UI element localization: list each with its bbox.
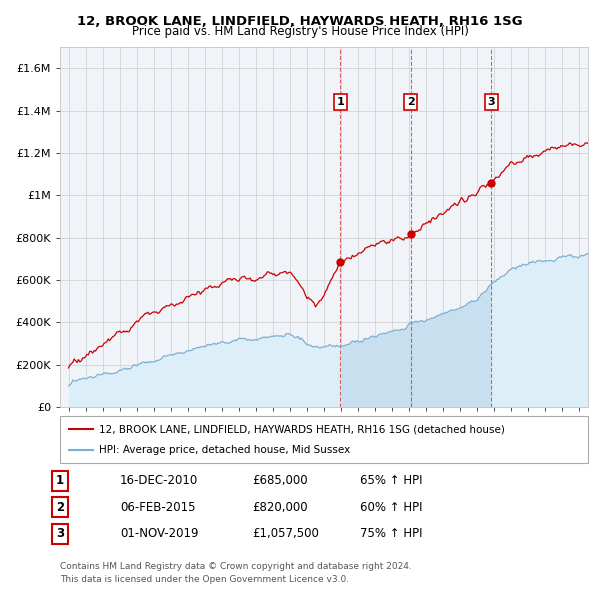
Text: This data is licensed under the Open Government Licence v3.0.: This data is licensed under the Open Gov… — [60, 575, 349, 584]
Text: 1: 1 — [337, 97, 344, 107]
Text: Price paid vs. HM Land Registry's House Price Index (HPI): Price paid vs. HM Land Registry's House … — [131, 25, 469, 38]
Text: 06-FEB-2015: 06-FEB-2015 — [120, 501, 196, 514]
Text: 12, BROOK LANE, LINDFIELD, HAYWARDS HEATH, RH16 1SG: 12, BROOK LANE, LINDFIELD, HAYWARDS HEAT… — [77, 15, 523, 28]
Text: 3: 3 — [56, 527, 64, 540]
Text: 75% ↑ HPI: 75% ↑ HPI — [360, 527, 422, 540]
Text: 01-NOV-2019: 01-NOV-2019 — [120, 527, 199, 540]
Text: 12, BROOK LANE, LINDFIELD, HAYWARDS HEATH, RH16 1SG (detached house): 12, BROOK LANE, LINDFIELD, HAYWARDS HEAT… — [99, 424, 505, 434]
Text: 3: 3 — [488, 97, 495, 107]
Text: £685,000: £685,000 — [252, 474, 308, 487]
Text: 16-DEC-2010: 16-DEC-2010 — [120, 474, 198, 487]
Text: 65% ↑ HPI: 65% ↑ HPI — [360, 474, 422, 487]
Text: Contains HM Land Registry data © Crown copyright and database right 2024.: Contains HM Land Registry data © Crown c… — [60, 562, 412, 571]
Text: 2: 2 — [56, 501, 64, 514]
Text: 60% ↑ HPI: 60% ↑ HPI — [360, 501, 422, 514]
Text: 2: 2 — [407, 97, 415, 107]
Text: £1,057,500: £1,057,500 — [252, 527, 319, 540]
Text: £820,000: £820,000 — [252, 501, 308, 514]
Text: 1: 1 — [56, 474, 64, 487]
Text: HPI: Average price, detached house, Mid Sussex: HPI: Average price, detached house, Mid … — [99, 445, 350, 455]
